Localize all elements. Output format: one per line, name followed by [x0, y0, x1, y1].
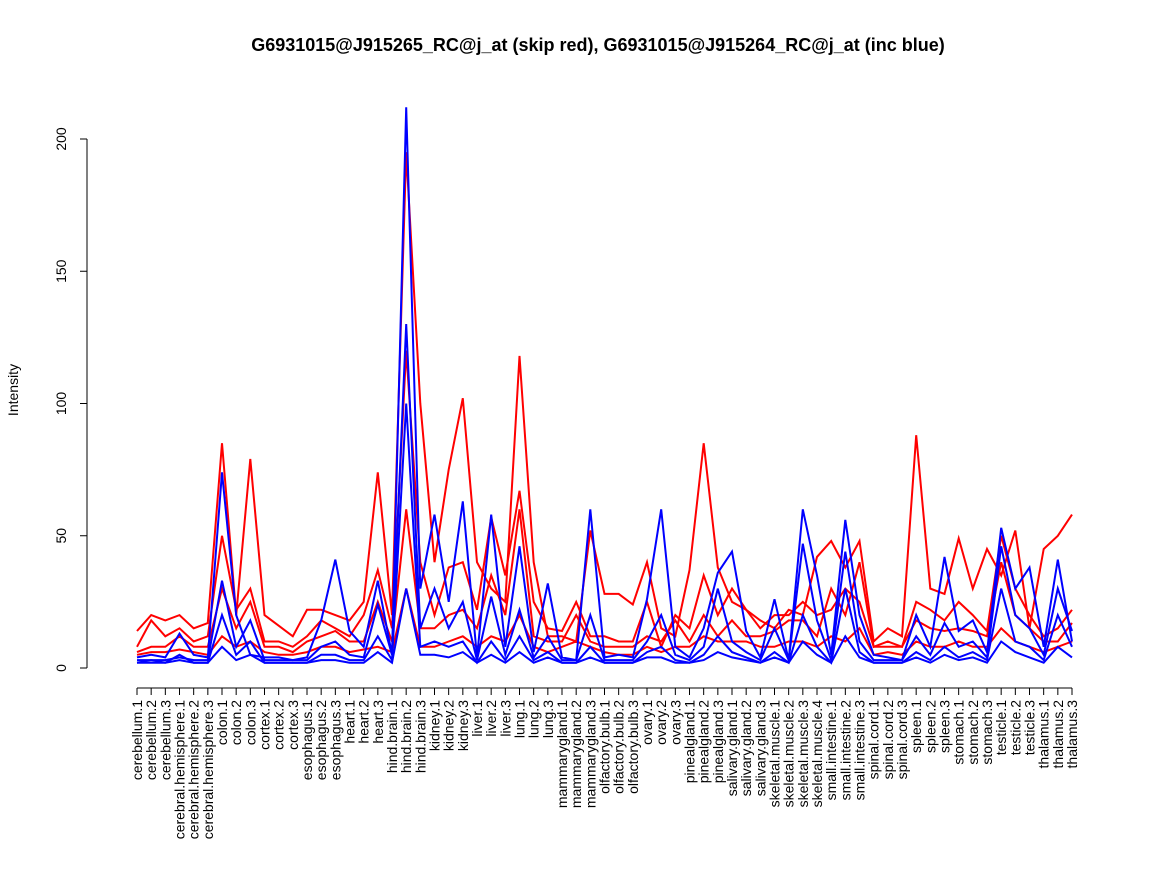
x-tick-label: colon.1 [214, 700, 230, 745]
x-tick-label: liver.2 [483, 700, 499, 737]
x-tick-label: thalamus.2 [1050, 700, 1066, 769]
y-axis-label: Intensity [5, 364, 21, 416]
x-tick-label: cerebral.hemisphere.1 [172, 700, 188, 840]
x-tick-label: salivary.gland.2 [738, 700, 754, 796]
x-tick-label: esophagus.2 [313, 700, 329, 780]
x-tick-label: liver.1 [469, 700, 485, 737]
series-line [137, 588, 1073, 665]
y-tick-label: 200 [53, 127, 69, 151]
x-tick-label: spleen.2 [922, 700, 938, 753]
x-tick-label: spinal.cord.1 [866, 700, 882, 780]
x-tick-label: heart.2 [356, 700, 372, 744]
x-tick-label: cerebellum.2 [143, 700, 159, 780]
x-tick-label: skeletal.muscle.2 [781, 700, 797, 808]
y-tick-label: 100 [53, 392, 69, 416]
x-tick-label: cortex.2 [271, 700, 287, 750]
x-tick-label: heart.1 [342, 700, 358, 744]
x-tick-label: kidney.1 [427, 700, 443, 751]
x-tick-label: pinealgland.1 [682, 700, 698, 784]
x-tick-label: cerebral.hemisphere.3 [200, 700, 216, 840]
y-tick-label: 150 [53, 259, 69, 283]
x-tick-label: pinealgland.3 [710, 700, 726, 784]
x-tick-label: testicle.3 [1022, 700, 1038, 755]
x-tick-label: thalamus.3 [1064, 700, 1080, 769]
x-tick-label: colon.2 [228, 700, 244, 745]
x-tick-label: olfactory.bulb.3 [625, 700, 641, 794]
x-tick-label: olfactory.bulb.1 [597, 700, 613, 794]
chart-title: G6931015@J915265_RC@j_at (skip red), G69… [251, 35, 945, 55]
x-tick-label: lung.3 [540, 700, 556, 738]
x-tick-label: skeletal.muscle.3 [795, 700, 811, 808]
x-tick-label: testicle.1 [993, 700, 1009, 755]
x-tick-label: liver.3 [497, 700, 513, 737]
x-tick-label: cerebellum.1 [129, 700, 145, 780]
x-tick-label: thalamus.1 [1036, 700, 1052, 769]
x-tick-label: cortex.3 [285, 700, 301, 750]
x-tick-label: hind.brain.3 [412, 700, 428, 773]
x-tick-label: stomach.2 [965, 700, 981, 765]
x-tick-label: ovary.3 [667, 700, 683, 745]
y-tick-label: 0 [53, 664, 69, 672]
x-tick-label: heart.3 [370, 700, 386, 744]
x-tick-label: salivary.gland.1 [724, 700, 740, 796]
x-tick-label: cortex.1 [257, 700, 273, 750]
x-tick-label: ovary.1 [639, 700, 655, 745]
x-tick-label: spinal.cord.3 [894, 700, 910, 780]
x-tick-label: hind.brain.2 [398, 700, 414, 773]
x-tick-label: spleen.3 [937, 700, 953, 753]
x-tick-label: kidney.3 [455, 700, 471, 751]
x-tick-label: mammarygland.1 [554, 700, 570, 808]
x-tick-label: lung.1 [512, 700, 528, 738]
x-tick-label: small.intestine.3 [852, 700, 868, 801]
x-tick-label: skeletal.muscle.1 [767, 700, 783, 808]
series-line [136, 152, 1073, 644]
x-tick-label: esophagus.3 [327, 700, 343, 780]
x-tick-label: esophagus.1 [299, 700, 315, 780]
x-tick-label: cerebral.hemisphere.2 [186, 700, 202, 840]
x-tick-label: testicle.2 [1007, 700, 1023, 755]
x-tick-label: olfactory.bulb.2 [611, 700, 627, 794]
series-line [136, 588, 1073, 656]
x-tick-label: hind.brain.1 [384, 700, 400, 773]
x-tick-label: skeletal.muscle.4 [809, 700, 825, 808]
x-tick-label: stomach.3 [979, 700, 995, 765]
series-line [136, 350, 1073, 650]
x-axis: cerebellum.1cerebellum.2cerebellum.3cere… [129, 687, 1080, 840]
series-line [136, 107, 1073, 662]
x-tick-label: mammarygland.2 [568, 700, 584, 808]
x-tick-label: spinal.cord.2 [880, 700, 896, 780]
x-tick-label: cerebellum.3 [157, 700, 173, 780]
x-tick-label: lung.2 [526, 700, 542, 738]
series-line [136, 509, 1073, 654]
x-tick-label: pinealgland.2 [696, 700, 712, 784]
series-lines [136, 107, 1073, 665]
x-tick-label: kidney.2 [441, 700, 457, 751]
x-tick-label: small.intestine.1 [823, 700, 839, 801]
series-line [137, 324, 1073, 664]
y-tick-label: 50 [53, 528, 69, 544]
x-tick-label: ovary.2 [653, 700, 669, 745]
x-tick-label: salivary.gland.3 [752, 700, 768, 796]
y-axis: 0 50 100 150 200 [53, 127, 88, 672]
x-tick-label: stomach.1 [951, 700, 967, 765]
x-tick-label: colon.3 [242, 700, 258, 745]
x-tick-label: small.intestine.2 [837, 700, 853, 801]
x-tick-label: mammarygland.3 [582, 700, 598, 808]
x-tick-label: spleen.1 [908, 700, 924, 753]
